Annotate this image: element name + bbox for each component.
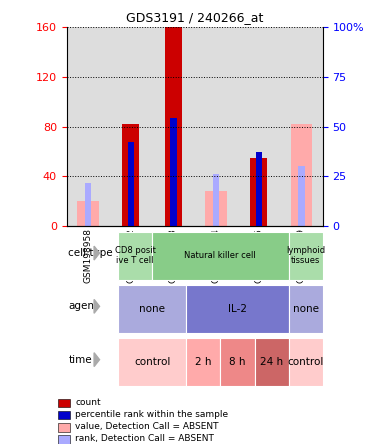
- Text: none: none: [139, 304, 165, 314]
- Text: lymphoid
tissues: lymphoid tissues: [286, 246, 325, 266]
- Bar: [255, 338, 289, 386]
- Bar: [165, 27, 182, 226]
- Text: value, Detection Call = ABSENT: value, Detection Call = ABSENT: [75, 422, 219, 431]
- Text: 2 h: 2 h: [195, 357, 211, 367]
- Polygon shape: [94, 353, 99, 367]
- Text: 24 h: 24 h: [260, 357, 283, 367]
- Text: agent: agent: [69, 301, 99, 311]
- Title: GDS3191 / 240266_at: GDS3191 / 240266_at: [126, 11, 263, 24]
- Bar: [152, 232, 289, 280]
- Bar: [237, 27, 280, 226]
- Bar: [109, 27, 152, 226]
- Text: percentile rank within the sample: percentile rank within the sample: [75, 410, 229, 419]
- Bar: [206, 191, 227, 226]
- Text: Natural killer cell: Natural killer cell: [184, 251, 256, 260]
- Text: control: control: [288, 357, 324, 367]
- Text: none: none: [293, 304, 319, 314]
- Polygon shape: [94, 299, 99, 313]
- Bar: [67, 27, 109, 226]
- Bar: [58, 411, 70, 420]
- Bar: [220, 338, 255, 386]
- Bar: [291, 124, 312, 226]
- Text: 8 h: 8 h: [229, 357, 246, 367]
- Bar: [58, 435, 70, 444]
- Bar: [170, 118, 177, 226]
- Bar: [122, 124, 139, 226]
- Text: rank, Detection Call = ABSENT: rank, Detection Call = ABSENT: [75, 434, 214, 444]
- Bar: [118, 232, 152, 280]
- Bar: [289, 285, 323, 333]
- Polygon shape: [94, 246, 99, 260]
- Bar: [128, 142, 134, 226]
- Bar: [152, 27, 195, 226]
- Bar: [289, 232, 323, 280]
- Bar: [250, 158, 267, 226]
- Bar: [118, 338, 186, 386]
- Bar: [58, 423, 70, 432]
- Bar: [186, 285, 289, 333]
- Text: IL-2: IL-2: [228, 304, 247, 314]
- Text: time: time: [69, 355, 92, 365]
- Text: count: count: [75, 398, 101, 407]
- Bar: [298, 166, 305, 226]
- Bar: [58, 399, 70, 407]
- Bar: [256, 151, 262, 226]
- Bar: [78, 202, 99, 226]
- Bar: [289, 338, 323, 386]
- Bar: [186, 338, 220, 386]
- Text: control: control: [134, 357, 170, 367]
- Bar: [280, 27, 323, 226]
- Text: CD8 posit
ive T cell: CD8 posit ive T cell: [115, 246, 155, 266]
- Bar: [195, 27, 237, 226]
- Bar: [85, 183, 91, 226]
- Text: cell type: cell type: [69, 248, 113, 258]
- Bar: [213, 174, 219, 226]
- Bar: [118, 285, 186, 333]
